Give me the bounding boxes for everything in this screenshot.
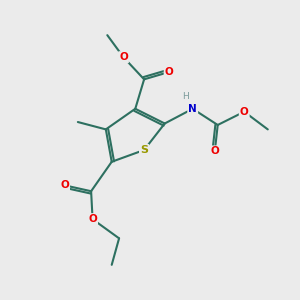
Text: O: O xyxy=(165,67,173,77)
Text: N: N xyxy=(188,104,197,114)
Text: O: O xyxy=(210,146,219,157)
Text: O: O xyxy=(240,107,249,117)
Text: O: O xyxy=(119,52,128,62)
Text: S: S xyxy=(140,145,148,155)
Text: O: O xyxy=(60,180,69,190)
Text: O: O xyxy=(88,214,97,224)
Text: H: H xyxy=(182,92,189,101)
